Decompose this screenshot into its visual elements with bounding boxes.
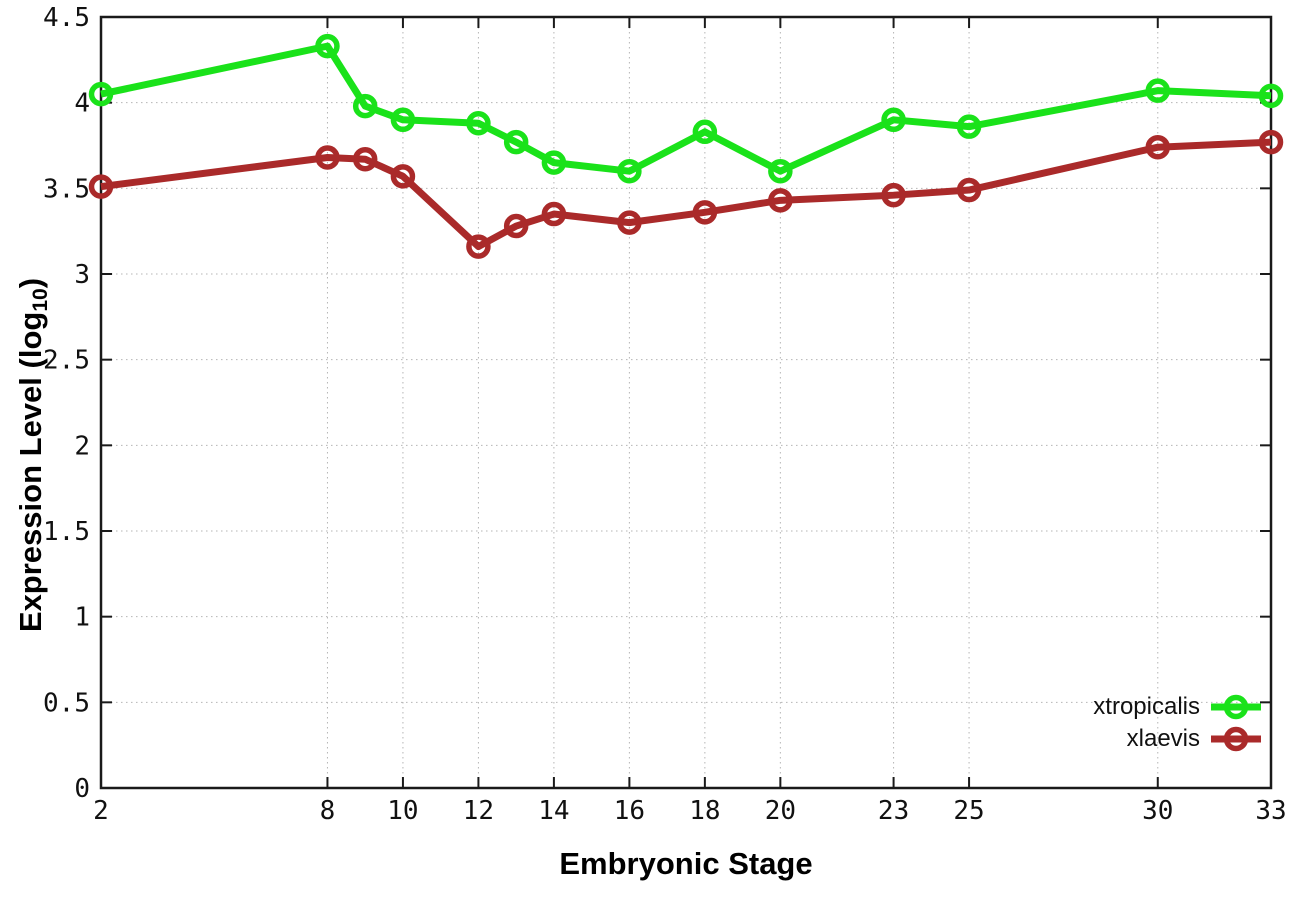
point-xlaevis-stage-13 bbox=[503, 213, 529, 239]
y-tick-label: 3 bbox=[74, 260, 90, 290]
legend-label-xtropicalis: xtropicalis bbox=[1093, 693, 1200, 720]
point-xlaevis-stage-20 bbox=[768, 188, 793, 213]
legend-marker-xlaevis-icon bbox=[1211, 726, 1261, 752]
point-xtropicalis-stage-14 bbox=[541, 150, 567, 175]
y-tick-label: 1.5 bbox=[43, 517, 90, 547]
point-xtropicalis-stage-23 bbox=[881, 107, 906, 133]
y-tick-label: 4.5 bbox=[43, 3, 90, 33]
y-tick-label: 2 bbox=[74, 431, 90, 461]
point-xtropicalis-stage-33 bbox=[1258, 83, 1284, 109]
point-xlaevis-stage-14 bbox=[541, 201, 567, 227]
point-xlaevis-stage-33 bbox=[1258, 129, 1284, 155]
point-xlaevis-stage-16 bbox=[617, 210, 642, 235]
legend-entry-xtropicalis: xtropicalis bbox=[1093, 691, 1262, 723]
x-axis-title: Embryonic Stage bbox=[559, 846, 813, 881]
point-xlaevis-stage-30 bbox=[1145, 134, 1171, 160]
point-xtropicalis-stage-2 bbox=[88, 81, 114, 107]
x-tick-label: 12 bbox=[463, 796, 494, 826]
point-xtropicalis-stage-8 bbox=[315, 33, 340, 59]
y-tick-label: 0.5 bbox=[43, 688, 90, 718]
x-tick-label: 10 bbox=[387, 796, 418, 826]
legend: xtropicalis xlaevis bbox=[1093, 691, 1262, 755]
point-xtropicalis-stage-18 bbox=[692, 119, 718, 145]
y-tick-label: 1 bbox=[74, 603, 90, 633]
series-line-xtropicalis bbox=[100, 42, 1272, 175]
y-axis-title-main: Expression Level (log bbox=[13, 311, 49, 633]
point-xlaevis-stage-23 bbox=[881, 182, 906, 208]
y-axis-title: Expression Level (log10) bbox=[13, 278, 53, 632]
series-xtropicalis bbox=[88, 33, 1284, 184]
point-xtropicalis-stage-9 bbox=[352, 93, 378, 119]
x-tick-label: 2 bbox=[93, 796, 109, 826]
tick-marks bbox=[100, 16, 1272, 789]
series-line-xlaevis bbox=[100, 138, 1272, 251]
point-xlaevis-stage-8 bbox=[315, 145, 340, 170]
point-xlaevis-stage-18 bbox=[692, 200, 718, 225]
legend-label-xlaevis: xlaevis bbox=[1126, 725, 1200, 752]
series-xlaevis bbox=[88, 129, 1284, 259]
y-tick-label: 3.5 bbox=[43, 174, 90, 204]
legend-marker-xtropicalis-icon bbox=[1211, 694, 1261, 720]
x-tick-label: 14 bbox=[538, 796, 569, 826]
x-tick-label: 20 bbox=[765, 796, 796, 826]
gridlines bbox=[100, 16, 1272, 789]
y-tick-label: 4 bbox=[74, 89, 90, 119]
tick-labels: 2 8 10 12 14 16 18 20 23 25 30 33 0 0.5 1 1.5 2 2.5 3 3.5 4 4… bbox=[43, 3, 1287, 826]
point-xtropicalis-stage-10 bbox=[390, 107, 416, 133]
legend-entry-xlaevis: xlaevis bbox=[1093, 723, 1262, 755]
point-xtropicalis-stage-12 bbox=[466, 110, 491, 136]
y-axis-title-suffix: ) bbox=[13, 277, 49, 289]
plot-border bbox=[99, 15, 1273, 790]
x-tick-label: 33 bbox=[1255, 796, 1286, 826]
x-tick-label: 18 bbox=[689, 796, 720, 826]
point-xlaevis-stage-12 bbox=[466, 234, 491, 259]
x-tick-label: 23 bbox=[878, 796, 909, 826]
x-tick-label: 16 bbox=[614, 796, 645, 826]
x-tick-label: 8 bbox=[320, 796, 336, 826]
y-tick-label: 2.5 bbox=[43, 346, 90, 376]
point-xtropicalis-stage-30 bbox=[1145, 78, 1171, 103]
point-xlaevis-stage-25 bbox=[956, 177, 982, 203]
point-xlaevis-stage-10 bbox=[390, 164, 416, 189]
x-tick-label: 25 bbox=[953, 796, 984, 826]
y-tick-label: 0 bbox=[74, 774, 90, 804]
point-xtropicalis-stage-25 bbox=[956, 114, 982, 139]
point-xtropicalis-stage-13 bbox=[503, 129, 529, 155]
point-xlaevis-stage-2 bbox=[88, 174, 114, 199]
y-axis-title-subscript: 10 bbox=[28, 288, 52, 312]
point-xlaevis-stage-9 bbox=[352, 146, 378, 172]
point-xtropicalis-stage-20 bbox=[768, 158, 793, 184]
x-tick-label: 30 bbox=[1142, 796, 1173, 826]
point-xtropicalis-stage-16 bbox=[617, 158, 642, 184]
